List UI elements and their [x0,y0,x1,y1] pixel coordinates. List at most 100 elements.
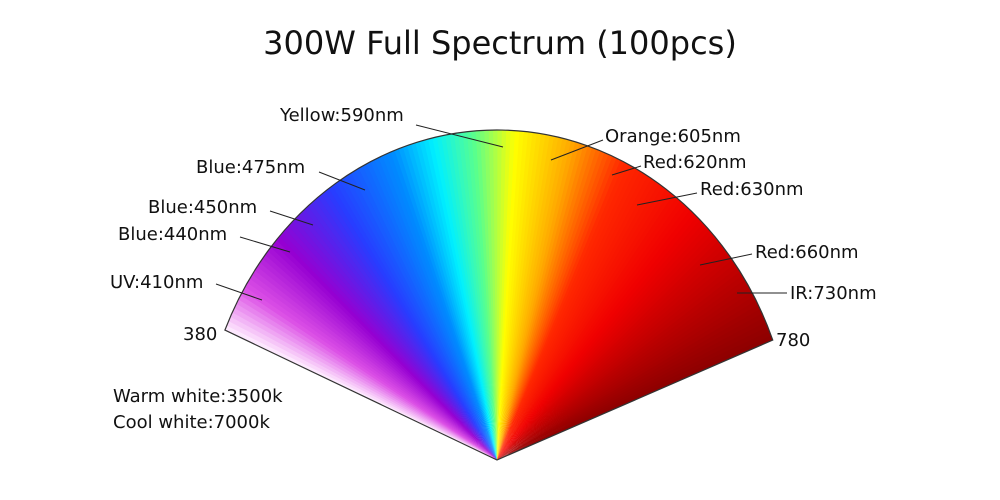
spectrum-slice [497,308,763,460]
spectrum-slice [497,279,748,460]
spectrum-slice [449,133,497,461]
spectrum-slice [497,197,682,460]
spectrum-slice [497,216,701,460]
spectrum-slice [354,167,497,461]
spectrum-slice [240,289,497,460]
leader-line [611,165,642,176]
leaders [215,124,787,301]
spectrum-slice [497,275,746,460]
spectrum-slice [497,223,708,460]
wavelength-label: Orange:605nm [605,126,741,147]
spectrum-slice [497,283,751,460]
spectrum-slice [273,238,497,460]
spectrum-slice [497,267,741,460]
spectrum-slice [432,136,497,461]
spectrum-slice [497,200,685,461]
range-end: 780 [776,330,810,351]
spectrum-slice [497,322,769,460]
spectrum-slice [252,269,497,460]
spectrum-slice [497,287,753,460]
spectrum-slice [471,130,497,460]
spectrum-slice [497,331,772,460]
title: 300W Full Spectrum (100pcs) [263,24,737,62]
spectrum-slice [358,165,497,460]
spectrum-slice [350,169,497,460]
spectrum-slice [362,163,497,460]
spectrum-slice [497,175,653,460]
spectrum-slice [304,205,497,460]
spectrum-slice [419,139,497,460]
leader-line [415,124,504,148]
spectrum-slice [497,189,671,461]
spectrum-slice [497,171,645,460]
leader-line [318,171,366,191]
spectrum-slice [497,240,722,460]
spectrum-slice [242,285,497,460]
spectrum-slice [453,132,497,460]
spectrum-slice [497,194,678,460]
leader-line [550,139,604,161]
leader-line [636,192,698,206]
spectrum-slice [394,148,497,460]
spectrum-slice [440,134,497,460]
spectrum-slice [347,172,497,460]
spectrum-slice [314,196,497,460]
spectrum-slice [332,182,497,460]
spectrum-slice [484,130,497,461]
spectrum-slice [497,219,705,460]
spectrum-slice [411,142,497,461]
spectrum-slice [276,235,497,460]
spectrum-slice [458,132,497,461]
spectrum-slice [267,246,497,460]
spectrum-slice [282,228,497,460]
wavelength-label: Blue:475nm [196,157,305,178]
spectrum-slice [445,134,497,460]
spectrum-slice [497,213,698,460]
spectrum-slice [497,233,717,460]
spectrum-slice [497,259,736,460]
spectrum-slice [402,145,497,460]
spectrum-slice [497,317,767,460]
spectrum-slice [497,168,642,460]
spectrum-slice [497,237,720,460]
spectrum-slice [374,157,497,460]
spectrum-slice [497,206,692,460]
spectrum-slice [497,313,765,460]
spectrum-slice [497,271,744,460]
leader-line [269,210,314,226]
spectrum-slice [436,135,497,460]
spectrum-slice [497,326,770,460]
spectrum-slice [247,277,497,460]
spectrum-slice [291,218,497,460]
spectrum-slice [466,131,497,460]
wavelength-label: Blue:450nm [148,197,257,218]
spectrum-slice [301,208,497,460]
spectrum-slice [245,281,497,460]
spectrum-slice [497,263,739,460]
spectrum-slice [386,151,497,460]
spectrum-slice [328,184,497,460]
spectrum-slice [336,179,497,461]
spectrum-slice [497,178,657,460]
spectrum-slice [497,300,759,460]
spectrum-slice [294,214,497,460]
spectrum-slice [366,161,497,460]
note: Warm white:3500k [113,386,283,407]
spectrum-slice [497,255,733,460]
spectrum-slice [497,244,725,460]
spectrum-slice [497,191,675,460]
spectrum-slice [475,130,497,461]
spectrum-slice [249,273,497,460]
spectrum-slice [238,293,497,460]
spectrum-slice [398,146,497,460]
range-start: 380 [183,324,217,345]
spectrum-slice [497,173,649,460]
spectrum-slice [497,180,660,460]
spectrum-slice [321,190,497,460]
wavelength-label: Red:620nm [643,152,747,173]
spectrum-slice [254,265,497,460]
spectrum-slice [265,249,497,460]
spectrum-slice [297,211,497,460]
spectrum-fan [224,129,774,461]
